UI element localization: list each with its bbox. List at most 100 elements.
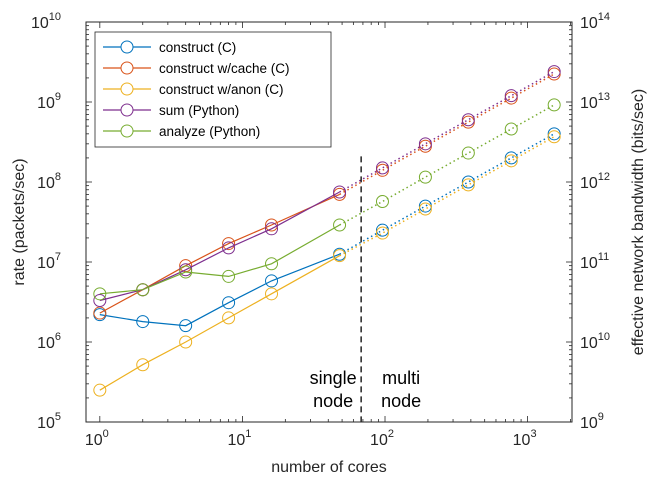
- data-point-marker: [504, 122, 518, 136]
- data-point-marker: [222, 311, 236, 325]
- series-line-multi-node: [339, 133, 555, 255]
- y-tick-label-exponent: 5: [55, 411, 61, 423]
- y-tick-label-base: 10: [37, 95, 55, 112]
- y2-tick-label: 1012: [580, 171, 610, 192]
- legend-item: construct w/anon (C): [103, 82, 284, 97]
- x-tick-label-base: 10: [370, 432, 388, 449]
- data-point-marker: [418, 137, 432, 151]
- y-tick-label-base: 10: [37, 415, 55, 432]
- data-point-marker: [461, 113, 475, 127]
- y-tick-label: 105: [37, 411, 61, 432]
- legend-swatch-marker: [120, 124, 134, 138]
- x-tick-label-base: 10: [85, 432, 103, 449]
- data-point-marker: [222, 241, 236, 255]
- legend-item: sum (Python): [103, 103, 239, 118]
- data-point-marker: [461, 146, 475, 160]
- series-line-single-node: [99, 191, 340, 302]
- annotation-line: node: [313, 391, 353, 411]
- series-line-multi-node: [339, 70, 555, 193]
- annotation-line: multi: [382, 368, 420, 388]
- data-point-marker: [418, 170, 432, 184]
- data-point-marker: [179, 265, 193, 279]
- data-point-marker: [136, 315, 150, 329]
- y2-tick-label: 1010: [580, 331, 610, 352]
- y2-tick-label-exponent: 11: [598, 251, 609, 263]
- legend-swatch-marker: [120, 103, 134, 117]
- legend-swatch-marker: [120, 82, 134, 96]
- data-point-marker: [547, 65, 561, 79]
- data-point-marker: [222, 237, 236, 251]
- data-point-marker: [333, 249, 347, 263]
- y2-tick-label-base: 10: [580, 95, 598, 112]
- series-line-single-node: [99, 255, 340, 391]
- data-point-marker: [136, 283, 150, 297]
- series-line-single-node: [99, 253, 340, 327]
- tick-labels: 100 101 102 1031051061071081091010109101010…: [31, 11, 610, 449]
- y2-tick-label-exponent: 10: [598, 331, 610, 343]
- x-tick-label-exponent: 0: [103, 428, 109, 440]
- data-point-marker: [93, 383, 107, 397]
- y-tick-label: 106: [37, 331, 61, 352]
- series-3: [93, 130, 561, 397]
- x-tick-label-exponent: 1: [245, 428, 251, 440]
- data-point-marker: [333, 218, 347, 232]
- annotation-line: single: [310, 368, 357, 388]
- legend-swatch-marker: [120, 61, 134, 75]
- data-point-marker: [375, 161, 389, 175]
- data-point-marker: [504, 89, 518, 103]
- legend-swatch-marker: [120, 40, 134, 54]
- x-tick-label-exponent: 3: [530, 428, 536, 440]
- data-point-marker: [265, 222, 279, 236]
- y-tick-label: 107: [37, 251, 61, 272]
- annotation-single-node: single node: [310, 368, 357, 411]
- x-tick-label-base: 10: [513, 432, 531, 449]
- y-tick-label-base: 10: [37, 335, 55, 352]
- plot-frame: [85, 21, 573, 423]
- legend-item: construct w/cache (C): [103, 61, 290, 76]
- data-point-marker: [504, 154, 518, 168]
- data-point-marker: [547, 98, 561, 112]
- legend-label: sum (Python): [159, 103, 239, 118]
- x-tick-label: 100: [85, 428, 109, 449]
- x-tick-label: 102: [370, 428, 394, 449]
- y2-tick-label-base: 10: [580, 415, 598, 432]
- data-point-marker: [222, 296, 236, 310]
- data-point-marker: [375, 195, 389, 209]
- y-tick-label: 109: [37, 91, 61, 112]
- data-point-marker: [93, 294, 107, 308]
- y2-tick-label-exponent: 9: [598, 411, 604, 423]
- y2-axis-label: effective network bandwidth (bits/sec): [630, 89, 647, 356]
- series-line-multi-node: [339, 104, 555, 226]
- y-tick-label-exponent: 9: [55, 91, 61, 103]
- y-tick-label-exponent: 6: [55, 331, 61, 343]
- y-tick-label-base: 10: [37, 175, 55, 192]
- x-tick-label-exponent: 2: [388, 428, 394, 440]
- data-point-marker: [179, 335, 193, 349]
- legend-item: analyze (Python): [103, 124, 260, 139]
- data-point-marker: [547, 127, 561, 141]
- y-tick-label-base: 10: [37, 255, 55, 272]
- x-tick-label-base: 10: [227, 432, 245, 449]
- data-point-marker: [547, 130, 561, 144]
- data-point-marker: [179, 319, 193, 333]
- x-tick-label: 101: [227, 428, 251, 449]
- y2-tick-label: 1014: [580, 11, 610, 32]
- data-point-marker: [93, 287, 107, 301]
- legend-label: construct w/cache (C): [159, 61, 290, 76]
- data-point-marker: [222, 269, 236, 283]
- y-tick-label: 108: [37, 171, 61, 192]
- legend-label: construct w/anon (C): [159, 82, 284, 97]
- y-tick-label-exponent: 10: [49, 11, 61, 23]
- y2-tick-label-base: 10: [580, 175, 598, 192]
- y2-tick-label: 109: [580, 411, 604, 432]
- series-layer: [93, 65, 561, 397]
- series-line-multi-node: [339, 136, 555, 257]
- x-tick-label: 103: [513, 428, 537, 449]
- series-line-single-node: [99, 193, 340, 314]
- y2-tick-label-base: 10: [580, 255, 598, 272]
- y2-tick-label-base: 10: [580, 15, 598, 32]
- legend-item: construct (C): [103, 40, 236, 55]
- series-5: [93, 98, 561, 301]
- legend-label: construct (C): [159, 40, 236, 55]
